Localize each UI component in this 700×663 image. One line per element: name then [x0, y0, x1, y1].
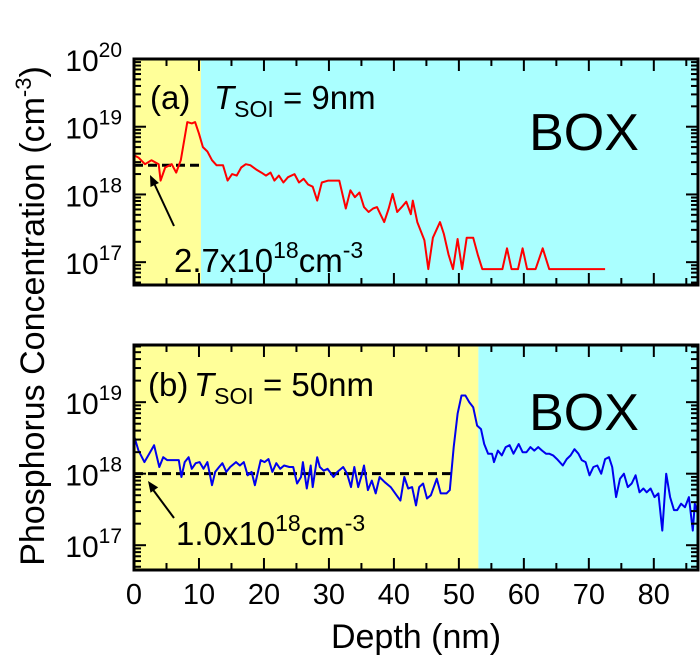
reference-value-unit: cm [301, 515, 345, 552]
y-tick-label: 1018 [65, 174, 122, 213]
y-axis-label-end: ) [14, 66, 52, 77]
x-tick-label: 20 [248, 579, 280, 611]
y-tick-label-base: 10 [65, 45, 98, 78]
x-tick-label: 10 [183, 579, 215, 611]
y-tick-label-base: 10 [65, 180, 98, 213]
condition-label: TSOI = 9nm [214, 79, 376, 122]
reference-value-label: 1.0x1018cm-3 [176, 510, 365, 552]
reference-value-main: 1.0x10 [176, 515, 275, 552]
region-soi [134, 59, 201, 285]
panel-label: (b) [148, 366, 188, 403]
y-tick-label-exponent: 19 [99, 382, 122, 405]
data-series-line [133, 121, 606, 271]
plot-frame [132, 57, 700, 287]
panel-label: (a) [150, 79, 190, 116]
y-tick-label: 1019 [65, 107, 122, 146]
reference-value-sup: 18 [275, 510, 301, 536]
condition-subscript: SOI [214, 383, 254, 409]
box-region-label: BOX [529, 384, 639, 442]
region-box [200, 59, 698, 285]
y-tick-label: 1020 [65, 39, 122, 78]
annotation-arrow-shaft [152, 180, 175, 227]
y-tick-label-exponent: 18 [99, 454, 122, 477]
condition-symbol: T [194, 366, 217, 403]
x-axis-label: Depth (nm) [331, 618, 501, 656]
x-tick-label: 0 [126, 579, 142, 611]
y-tick-label-exponent: 20 [99, 39, 122, 62]
y-tick-label-exponent: 19 [99, 107, 122, 130]
condition-value: = 9nm [274, 79, 376, 116]
x-tick-label: 80 [638, 579, 670, 611]
data-series-line [133, 394, 700, 532]
region-box [478, 345, 698, 570]
reference-value-label: 2.7x1018cm-3 [174, 237, 363, 279]
reference-value-unit: cm [299, 242, 343, 279]
y-tick-label-exponent: 18 [99, 174, 122, 197]
reference-value-sup: 18 [273, 237, 299, 263]
region-soi [134, 345, 479, 570]
condition-label: TSOI = 50nm [194, 366, 374, 409]
y-tick-label: 1018 [65, 454, 122, 493]
condition-value: = 50nm [254, 366, 374, 403]
y-axis-label-sup: -3 [11, 78, 36, 98]
y-tick-label: 1017 [65, 242, 122, 281]
reference-value-main: 2.7x10 [174, 242, 273, 279]
y-tick-label-base: 10 [65, 113, 98, 146]
condition-symbol: T [214, 79, 237, 116]
y-axis-label: Phosphorus Concentration (cm-3) [11, 66, 52, 566]
y-tick-label-base: 10 [65, 460, 98, 493]
x-tick-label: 60 [508, 579, 540, 611]
box-region-label: BOX [529, 104, 639, 162]
annotation-arrow-head-icon [148, 481, 159, 493]
y-tick-label-base: 10 [65, 248, 98, 281]
y-tick-label-base: 10 [65, 531, 98, 564]
y-tick-label: 1019 [65, 382, 122, 421]
annotation-arrow-shaft [150, 486, 175, 519]
y-tick-label-base: 10 [65, 388, 98, 421]
x-tick-label: 40 [378, 579, 410, 611]
x-tick-label: 70 [573, 579, 605, 611]
y-tick-label: 1017 [65, 525, 122, 564]
reference-value-unit-sup: -3 [343, 237, 363, 263]
y-tick-label-exponent: 17 [99, 525, 122, 548]
x-tick-label: 50 [443, 579, 475, 611]
x-tick-label: 30 [313, 579, 345, 611]
plot-frame [132, 343, 700, 572]
annotation-arrow-head-icon [150, 175, 159, 187]
condition-subscript: SOI [234, 96, 274, 122]
y-axis-label-main: Phosphorus Concentration (cm [14, 97, 52, 566]
reference-value-unit-sup: -3 [345, 510, 365, 536]
y-tick-label-exponent: 17 [99, 242, 122, 265]
